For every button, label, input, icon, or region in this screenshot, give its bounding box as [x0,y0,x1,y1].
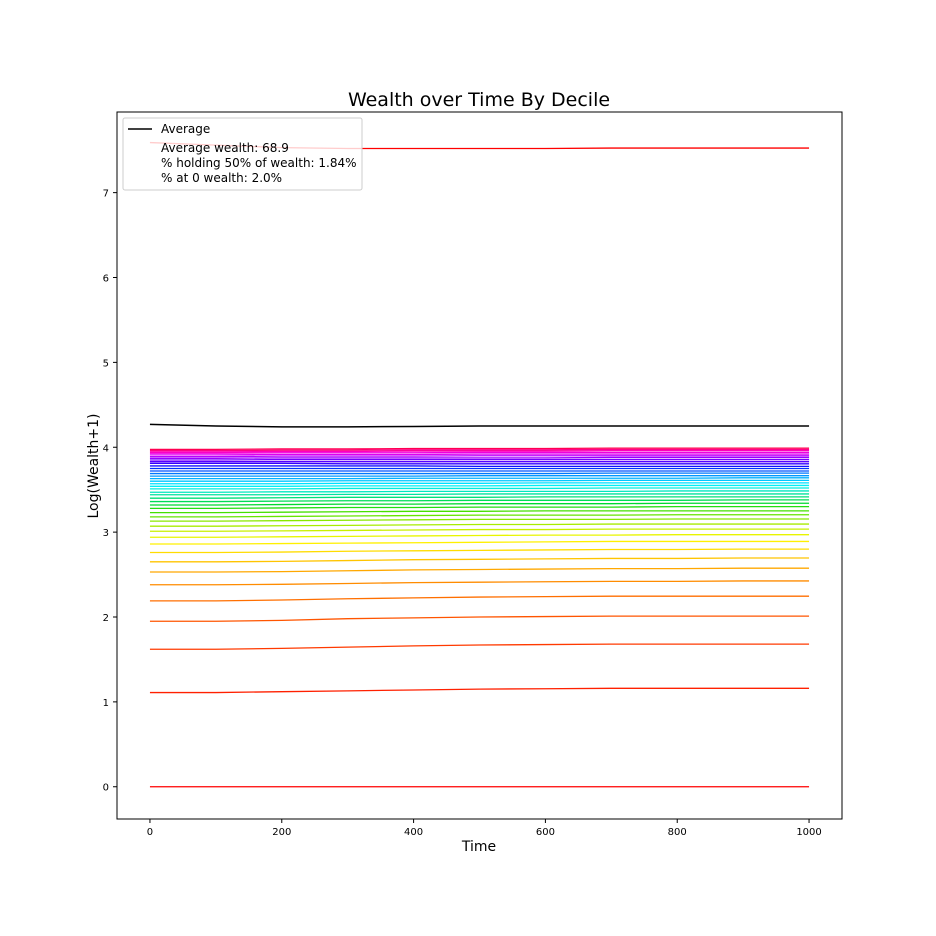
decile-line-11 [149,534,810,538]
decile-line-12 [149,528,810,532]
decile-line-27 [149,477,810,480]
decile-line-22 [149,490,810,493]
decile-line-19 [149,499,810,503]
chart-title: Wealth over Time By Decile [348,89,610,111]
y-axis-label: Log(Wealth+1) [86,413,102,518]
legend-note-zero-wealth: % at 0 wealth: 2.0% [161,171,282,185]
decile-line-39 [149,451,810,454]
series-layer [149,141,810,788]
legend-note-average-wealth: Average wealth: 68.9 [161,141,289,155]
y-tick-label: 6 [103,274,109,285]
y-tick-label: 1 [103,698,109,709]
average-layer [149,423,810,428]
average-line [149,423,810,428]
y-tick-label: 4 [103,443,109,454]
x-tick-label: 600 [536,827,555,838]
x-axis-label: Time [461,839,496,855]
y-tick-label: 3 [103,528,109,539]
legend-box [122,117,363,191]
x-tick-label: 800 [668,827,687,838]
decile-line-37 [149,455,810,458]
decile-line-10 [149,540,810,545]
decile-line-18 [149,502,810,506]
decile-line-42 [149,447,810,451]
decile-line-3 [149,643,810,650]
decile-line-24 [149,484,810,487]
x-tick-label: 200 [272,827,291,838]
x-tick-label: 400 [404,827,423,838]
legend-note-holding-half: % holding 50% of wealth: 1.84% [161,156,357,170]
decile-line-9 [149,548,810,554]
legend-entry-average: Average [161,122,210,136]
decile-line-7 [149,567,810,573]
legend: Average Average wealth: 68.9 % holding 5… [122,117,363,191]
decile-line-23 [149,487,810,490]
y-tick-label: 7 [103,189,109,200]
decile-line-40 [149,450,810,453]
decile-line-21 [149,493,810,496]
decile-line-25 [149,482,810,485]
x-tick-label: 0 [147,827,153,838]
y-tick-label: 0 [103,783,109,794]
decile-line-6 [149,580,810,586]
x-axis: 0 200 400 600 800 1000 [147,819,822,838]
decile-line-13 [149,523,810,527]
decile-line-14 [149,518,810,522]
y-tick-label: 2 [103,613,109,624]
decile-line-26 [149,479,810,482]
decile-line-17 [149,506,810,510]
y-tick-label: 5 [103,358,109,369]
decile-line-38 [149,453,810,456]
decile-line-4 [149,615,810,622]
plot-frame [116,111,843,820]
decile-line-15 [149,514,810,518]
decile-line-36 [149,456,810,459]
decile-line-16 [149,510,810,514]
y-axis: 0 1 2 3 4 5 6 7 [103,189,117,794]
decile-line-41 [149,448,810,452]
decile-line-8 [149,557,810,563]
x-tick-label: 1000 [796,827,821,838]
decile-line-2 [149,687,810,694]
decile-line-20 [149,496,810,499]
decile-line-5 [149,595,810,602]
